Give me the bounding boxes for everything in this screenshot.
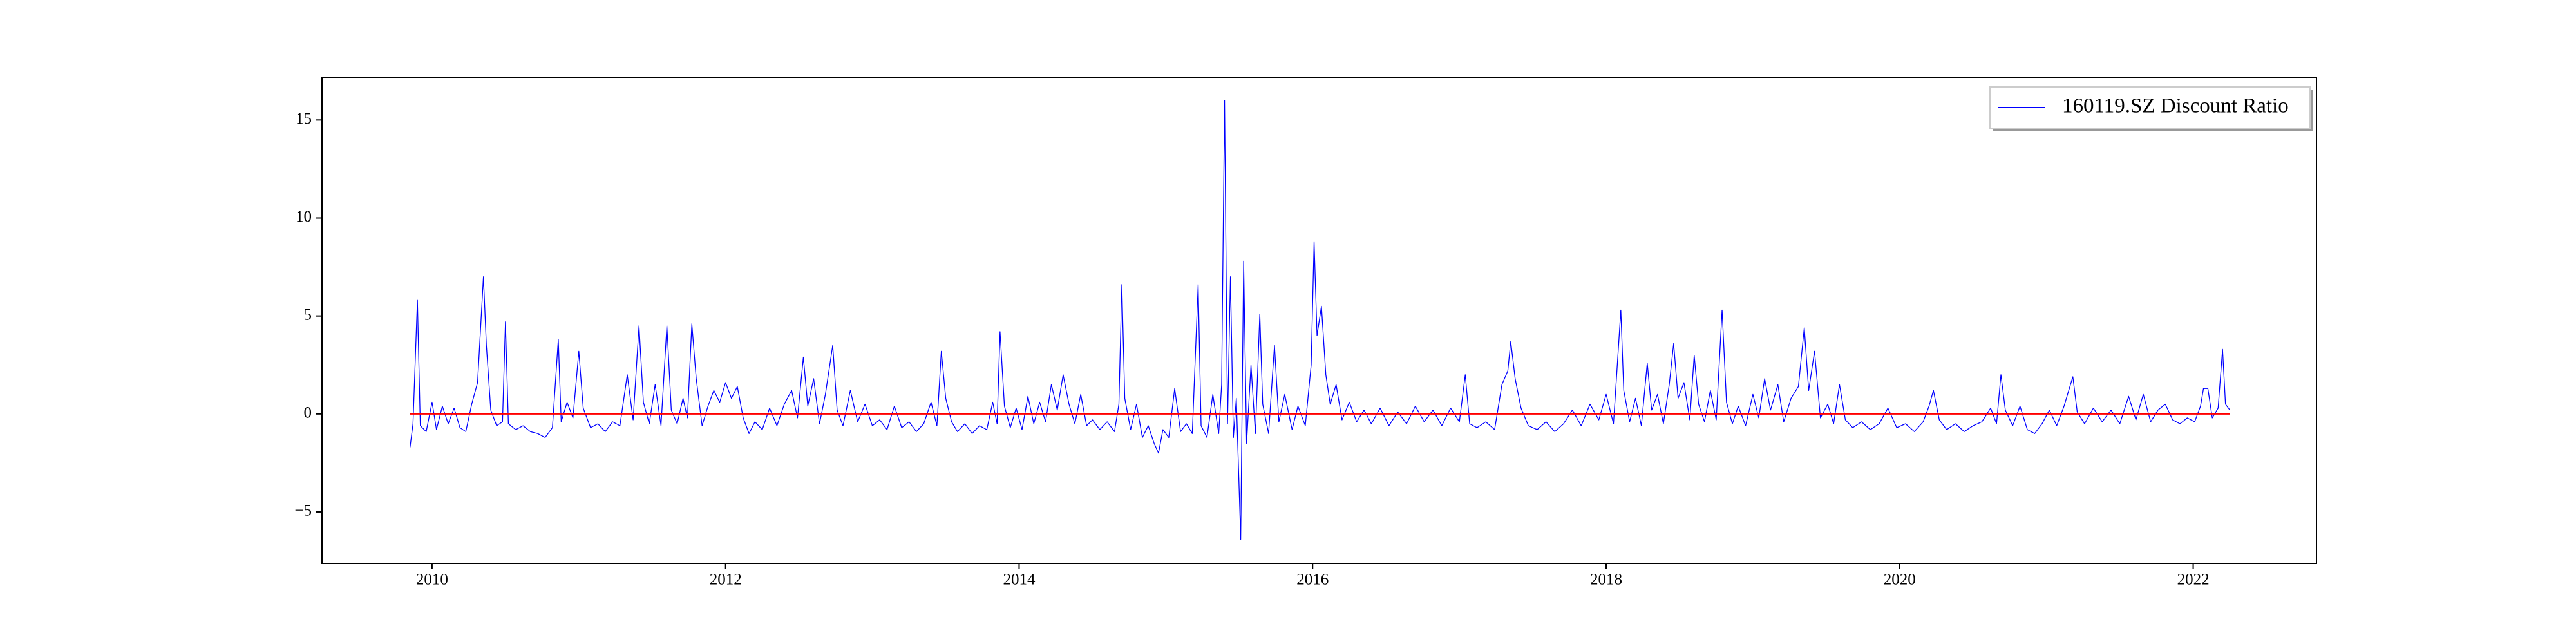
y-tick-label: −5	[294, 502, 312, 520]
x-tick-label: 2016	[1296, 571, 1329, 589]
series-line	[410, 100, 2231, 540]
x-tick-label: 2020	[1884, 571, 1916, 589]
x-tick-label: 2014	[1003, 571, 1036, 589]
x-tick-label: 2012	[710, 571, 742, 589]
y-tick-label: 15	[296, 110, 312, 128]
legend-label: 160119.SZ Discount Ratio	[2062, 95, 2289, 118]
y-tick-label: 5	[304, 306, 312, 323]
axes-frame	[321, 77, 2317, 564]
x-tick-label: 2022	[2177, 571, 2210, 589]
y-tick-label: 10	[296, 208, 312, 225]
y-tick-label: 0	[304, 404, 312, 422]
x-tick-label: 2010	[416, 571, 448, 589]
x-tick-label: 2018	[1590, 571, 1622, 589]
